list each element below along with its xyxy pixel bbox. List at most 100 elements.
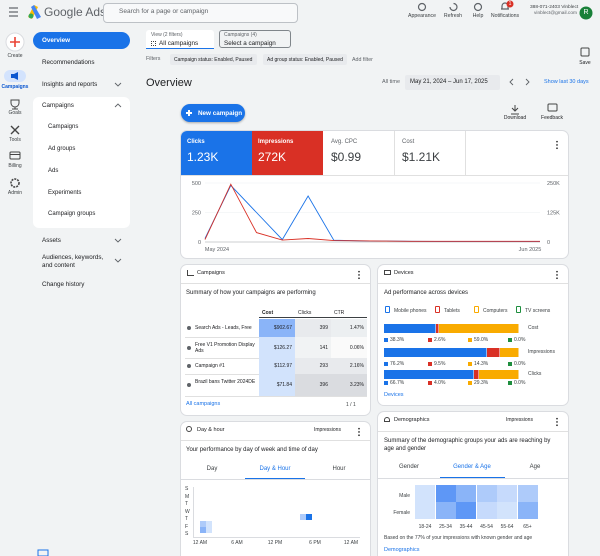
metric-dropdown[interactable]: Clicks (528, 371, 542, 377)
hour-label: 12 AM (192, 540, 208, 546)
show-last[interactable]: Show last 30 days (544, 79, 589, 85)
nav-sub-item[interactable]: Ads (48, 168, 59, 174)
tab[interactable]: Hour (332, 466, 346, 472)
more-menu[interactable] (555, 417, 559, 427)
all-campaigns-link[interactable]: All campaigns (186, 401, 221, 407)
tab[interactable]: Day (206, 466, 218, 472)
filters-label: Filters (146, 56, 161, 62)
device-bar-segment (384, 370, 475, 379)
metric-dropdown[interactable]: Impressions (314, 427, 341, 433)
cell-shade (331, 319, 367, 337)
value-label: 29.3% (474, 380, 489, 386)
tab[interactable]: Gender (398, 464, 419, 470)
y-tick-label: 0 (198, 240, 201, 246)
column-header[interactable]: CTR (334, 310, 345, 316)
nav-sub-item[interactable]: Experiments (48, 190, 82, 196)
metric-dropdown[interactable]: Impressions (528, 349, 555, 355)
rail-item[interactable]: Create (7, 53, 23, 59)
tile-divider (394, 131, 395, 175)
x-tick-label: Jun 2025 (519, 247, 542, 253)
metric-name[interactable]: Impressions (258, 139, 294, 145)
rail-item[interactable]: Admin (7, 190, 23, 196)
cell-shade (295, 374, 331, 396)
cell-value: $71.84 (276, 382, 292, 388)
rail-item[interactable]: Tools (9, 137, 21, 143)
new-campaign-text[interactable]: New campaign (198, 110, 243, 117)
download[interactable]: Download (503, 115, 527, 121)
header-action[interactable]: Help (472, 13, 484, 19)
heatmap-cell (200, 521, 206, 527)
more-menu[interactable] (555, 140, 559, 150)
value-label: 2.6% (434, 337, 446, 343)
age-label: 25-34 (439, 524, 452, 530)
tab[interactable]: Day & Hour (259, 466, 291, 472)
product-name: Google Ads (44, 5, 107, 19)
value-label: 38.3% (390, 337, 405, 343)
dropdown-value[interactable]: Select a campaign (224, 40, 276, 47)
nav-sub-item[interactable]: Campaigns (48, 124, 79, 130)
campaign-name[interactable]: Brazil bans Twitter 2024DE (195, 379, 256, 385)
rail-item[interactable]: Goals (8, 110, 22, 116)
header-action[interactable]: Appearance (408, 13, 436, 19)
metric-name: Cost (402, 139, 415, 145)
day-label: S (185, 486, 189, 492)
filter-chip-text[interactable]: Ad group status: Enabled, Paused (267, 57, 343, 63)
nav-item[interactable]: Insights and reports (42, 81, 98, 88)
tile-border (181, 175, 568, 176)
date-range-text[interactable]: May 21, 2024 – Jun 17, 2025 (410, 79, 488, 85)
feedback[interactable]: Feedback (541, 115, 563, 121)
nav-item[interactable]: Audiences, keywords, and content (42, 254, 104, 269)
metric-dropdown[interactable]: Impressions (506, 417, 533, 423)
device-bar-segment (439, 324, 519, 333)
new-campaign-button (181, 104, 245, 122)
nav-item[interactable]: Overview (42, 37, 71, 44)
dropdown-value[interactable]: All campaigns (159, 40, 199, 47)
cell-shade (295, 337, 331, 358)
filter-chip-text[interactable]: Campaign status: Enabled, Paused (174, 57, 253, 63)
campaign-name[interactable]: Free V1 Promotion Display Ads (195, 341, 255, 354)
save[interactable]: Save (579, 60, 591, 66)
tab-indicator (440, 476, 505, 478)
column-header[interactable]: Cost (262, 310, 274, 316)
more-menu[interactable] (357, 270, 361, 280)
avatar[interactable]: R (583, 9, 589, 16)
campaign-name[interactable]: Search Ads - Leads, Free (195, 325, 252, 331)
cell-value: $112.97 (274, 363, 292, 369)
value-label: 66.7% (390, 380, 405, 386)
nav-sub-item[interactable]: Campaign groups (48, 211, 96, 217)
demographics-link[interactable]: Demographics (384, 547, 420, 553)
header-action[interactable]: Notifications (490, 13, 520, 19)
column-header[interactable]: Clicks (298, 310, 312, 316)
campaign-name[interactable]: Campaign #1 (195, 363, 225, 369)
day-label: F (185, 523, 189, 530)
card-title: Demographics (394, 417, 430, 423)
nav-item[interactable]: Recommendations (42, 59, 95, 66)
header-action[interactable]: Refresh (443, 13, 463, 19)
more-menu[interactable] (555, 270, 559, 280)
metric-name[interactable]: Clicks (187, 139, 205, 145)
demographics-note: Based on the 77% of your impressions wit… (384, 535, 533, 541)
value-marker (384, 338, 388, 342)
series-line (204, 184, 540, 242)
add-filter[interactable]: Add filter (352, 57, 373, 63)
filter-chip (170, 54, 257, 65)
nav-sub-item[interactable]: Ad groups (48, 146, 76, 152)
nav-item[interactable]: Campaigns (42, 102, 74, 109)
nav-item[interactable]: Assets (42, 237, 61, 244)
card-subtitle: Ad performance across devices (384, 290, 469, 296)
metric-dropdown[interactable]: Cost (528, 325, 539, 331)
rail-item[interactable]: Billing (8, 163, 22, 169)
tab[interactable]: Age (529, 464, 541, 470)
more-menu[interactable] (357, 427, 361, 437)
value-marker (428, 381, 432, 385)
nav-item[interactable]: Change history (42, 281, 85, 288)
metric-value: $1.21K (402, 150, 441, 164)
search-placeholder[interactable]: Search for a page or campaign (119, 8, 209, 15)
status-dot (187, 364, 191, 368)
heatmap-cell (456, 485, 476, 502)
devices-link[interactable]: Devices (384, 392, 404, 398)
heatmap-cell (497, 502, 517, 519)
tab[interactable]: Gender & Age (453, 464, 491, 470)
rail-item[interactable]: Campaigns (1, 84, 29, 90)
campaign-dropdown (219, 30, 291, 48)
